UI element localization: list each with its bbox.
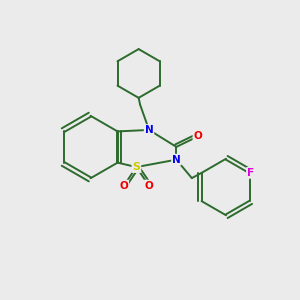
- Text: N: N: [172, 155, 181, 165]
- Text: S: S: [132, 162, 140, 172]
- Text: O: O: [119, 181, 128, 190]
- Text: N: N: [145, 125, 153, 135]
- Text: O: O: [145, 181, 153, 190]
- Text: F: F: [247, 168, 254, 178]
- Text: O: O: [194, 131, 202, 142]
